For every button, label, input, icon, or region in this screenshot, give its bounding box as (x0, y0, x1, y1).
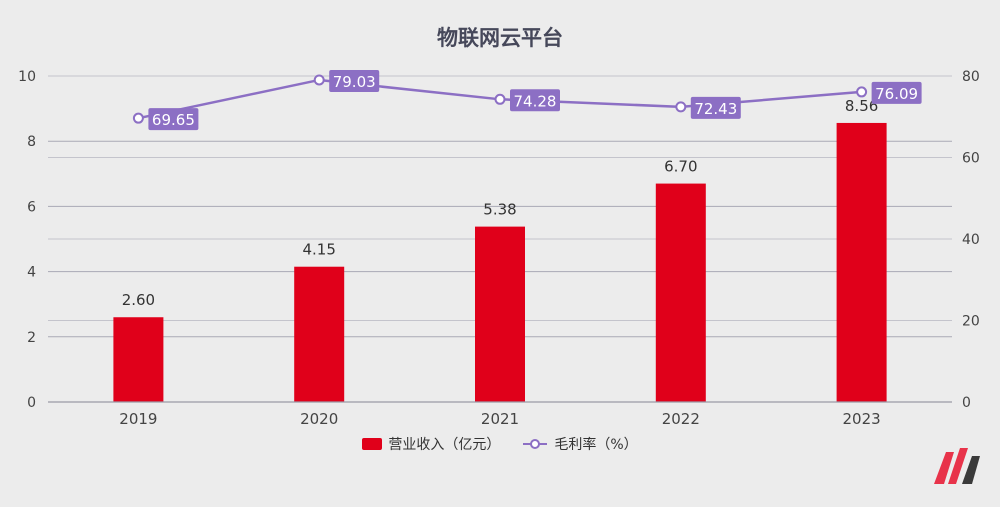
x-tick-label: 2022 (662, 410, 700, 428)
revenue-data-label: 5.38 (483, 201, 516, 219)
revenue-bar (836, 122, 887, 402)
margin-point (675, 101, 687, 113)
brand-logo-icon (934, 448, 980, 484)
margin-point (856, 86, 868, 98)
margin-data-label: 69.65 (152, 111, 195, 129)
y-right-tick-label: 20 (962, 314, 980, 330)
revenue-data-label: 4.15 (302, 241, 335, 259)
margin-data-label: 72.43 (694, 100, 737, 118)
margin-data-label: 76.09 (875, 85, 918, 103)
revenue-data-label: 8.56 (845, 97, 878, 115)
legend-item-margin[interactable]: 毛利率（%） (522, 434, 638, 454)
x-tick-label: 2019 (119, 410, 157, 428)
y-left-tick-label: 8 (27, 134, 36, 150)
y-right-tick-label: 80 (962, 69, 980, 85)
x-tick-label: 2021 (481, 410, 519, 428)
margin-point (132, 112, 144, 124)
legend-item-revenue[interactable]: 营业收入（亿元） (362, 434, 500, 454)
margin-label-box (690, 96, 741, 119)
x-tick-label: 2020 (300, 410, 338, 428)
y-left-tick-label: 0 (27, 395, 36, 411)
legend-bar-swatch (362, 438, 383, 450)
y-left-tick-label: 6 (27, 199, 36, 215)
margin-point (313, 74, 325, 86)
margin-data-label: 74.28 (514, 92, 557, 110)
legend-line-swatch (523, 439, 548, 449)
x-tick-label: 2023 (843, 410, 881, 428)
y-left-tick-label: 4 (27, 265, 36, 281)
revenue-bar (113, 317, 164, 402)
margin-data-label: 79.03 (333, 73, 376, 91)
chart-legend: 营业收入（亿元） 毛利率（%） (0, 434, 1000, 454)
y-right-tick-label: 60 (962, 151, 980, 167)
margin-label-box (510, 89, 560, 112)
chart-title: 物联网云平台 (437, 26, 563, 50)
revenue-bar (655, 183, 706, 402)
y-left-tick-label: 10 (18, 69, 36, 85)
revenue-bar (294, 266, 345, 402)
margin-point (494, 93, 506, 105)
y-right-tick-label: 40 (962, 232, 980, 248)
y-left-tick-label: 2 (27, 330, 36, 346)
revenue-data-label: 2.60 (122, 291, 155, 309)
revenue-bar (475, 226, 525, 402)
revenue-data-label: 6.70 (664, 158, 697, 176)
margin-label-box (329, 69, 380, 92)
y-right-tick-label: 0 (962, 395, 971, 411)
legend-label-revenue: 营业收入（亿元） (388, 437, 501, 453)
margin-label-box (871, 81, 922, 104)
margin-label-box (148, 108, 199, 131)
legend-label-margin: 毛利率（%） (554, 437, 638, 453)
